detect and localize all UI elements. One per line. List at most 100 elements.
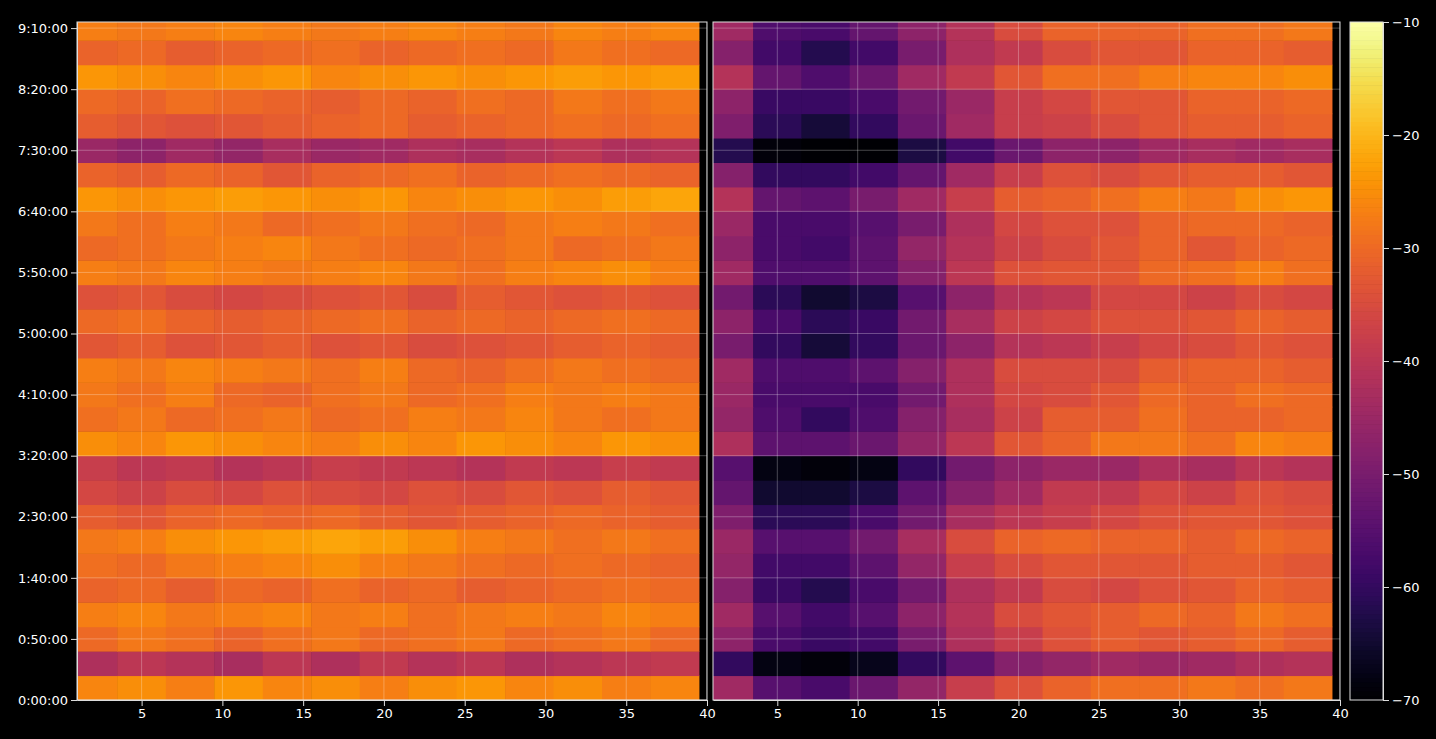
cell <box>311 236 360 261</box>
tick-mark <box>303 700 304 706</box>
cell <box>1139 89 1188 114</box>
cell <box>898 456 947 481</box>
tick: 9:10:00 <box>18 21 77 36</box>
cell <box>554 114 603 139</box>
colorbar-swatch <box>1350 691 1383 696</box>
cell <box>1284 676 1333 700</box>
cell <box>505 602 554 627</box>
colorbar-swatch <box>1350 329 1383 334</box>
tick: 10 <box>215 700 232 721</box>
tick-mark <box>938 700 939 706</box>
cell <box>1187 334 1236 359</box>
cell <box>1091 480 1140 505</box>
cell <box>801 553 850 578</box>
tick-mark <box>71 89 77 90</box>
cell <box>263 65 312 90</box>
cell <box>554 431 603 456</box>
cell <box>408 22 457 41</box>
cell <box>850 529 899 554</box>
colorbar-swatch <box>1350 194 1383 199</box>
colorbar-swatch <box>1350 149 1383 154</box>
cell <box>650 187 699 212</box>
cell <box>1091 236 1140 261</box>
cell <box>505 114 554 139</box>
cell <box>311 309 360 334</box>
tick-label: 40 <box>1332 706 1349 721</box>
colorbar-swatch <box>1350 338 1383 343</box>
cell <box>263 456 312 481</box>
cell <box>946 334 995 359</box>
cell <box>650 407 699 432</box>
grid-line <box>713 28 1340 29</box>
tick: 0:50:00 <box>18 632 77 647</box>
grid-line <box>1179 22 1180 700</box>
cell <box>801 285 850 310</box>
cell <box>1187 553 1236 578</box>
cell <box>77 187 118 212</box>
cell <box>311 651 360 676</box>
colorbar-swatch <box>1350 253 1383 258</box>
cell <box>898 431 947 456</box>
cell <box>650 40 699 65</box>
tick-label: 9:10:00 <box>18 21 68 36</box>
cell <box>898 285 947 310</box>
cell <box>263 162 312 187</box>
colorbar-swatch <box>1350 655 1383 660</box>
axis-line <box>714 700 1341 701</box>
colorbar-swatch <box>1350 153 1383 158</box>
cell <box>554 65 603 90</box>
grid-line <box>77 638 707 639</box>
cell <box>214 89 263 114</box>
cell <box>166 65 215 90</box>
cell <box>214 334 263 359</box>
cell <box>1187 358 1236 383</box>
cell <box>713 40 754 65</box>
cell <box>457 407 506 432</box>
cell <box>713 211 754 236</box>
tick-mark <box>1383 700 1389 701</box>
cell <box>1187 211 1236 236</box>
cell <box>898 651 947 676</box>
cell <box>505 578 554 603</box>
cell <box>457 187 506 212</box>
cell <box>801 114 850 139</box>
cell <box>1043 407 1092 432</box>
cell <box>850 89 899 114</box>
tick: 15 <box>930 700 947 721</box>
tick: 7:30:00 <box>18 143 77 158</box>
colorbar-swatch <box>1350 592 1383 597</box>
cell <box>650 358 699 383</box>
cell <box>1091 676 1140 700</box>
tick-label: 6:40:00 <box>18 204 68 219</box>
cell <box>554 236 603 261</box>
colorbar-swatch <box>1350 519 1383 524</box>
cell <box>263 334 312 359</box>
colorbar-swatch <box>1350 587 1383 592</box>
cell <box>166 236 215 261</box>
cell <box>650 236 699 261</box>
tick-mark <box>1383 22 1389 23</box>
colorbar-swatch <box>1350 22 1383 27</box>
cell <box>263 651 312 676</box>
tick-label: 15 <box>930 706 947 721</box>
cell <box>505 236 554 261</box>
grid-line <box>77 150 707 151</box>
colorbar-swatch <box>1350 623 1383 628</box>
tick: 0:00:00 <box>18 693 77 708</box>
cell <box>263 22 312 41</box>
cell <box>713 431 754 456</box>
cell <box>1043 651 1092 676</box>
cell <box>850 480 899 505</box>
cell <box>408 358 457 383</box>
cell <box>898 89 947 114</box>
cell <box>457 285 506 310</box>
grid-line <box>77 28 707 29</box>
colorbar-swatch <box>1350 248 1383 253</box>
cell <box>713 162 754 187</box>
cell <box>1091 529 1140 554</box>
cell <box>1139 65 1188 90</box>
colorbar-swatch <box>1350 36 1383 41</box>
cell <box>946 407 995 432</box>
cell <box>457 211 506 236</box>
cell <box>457 578 506 603</box>
